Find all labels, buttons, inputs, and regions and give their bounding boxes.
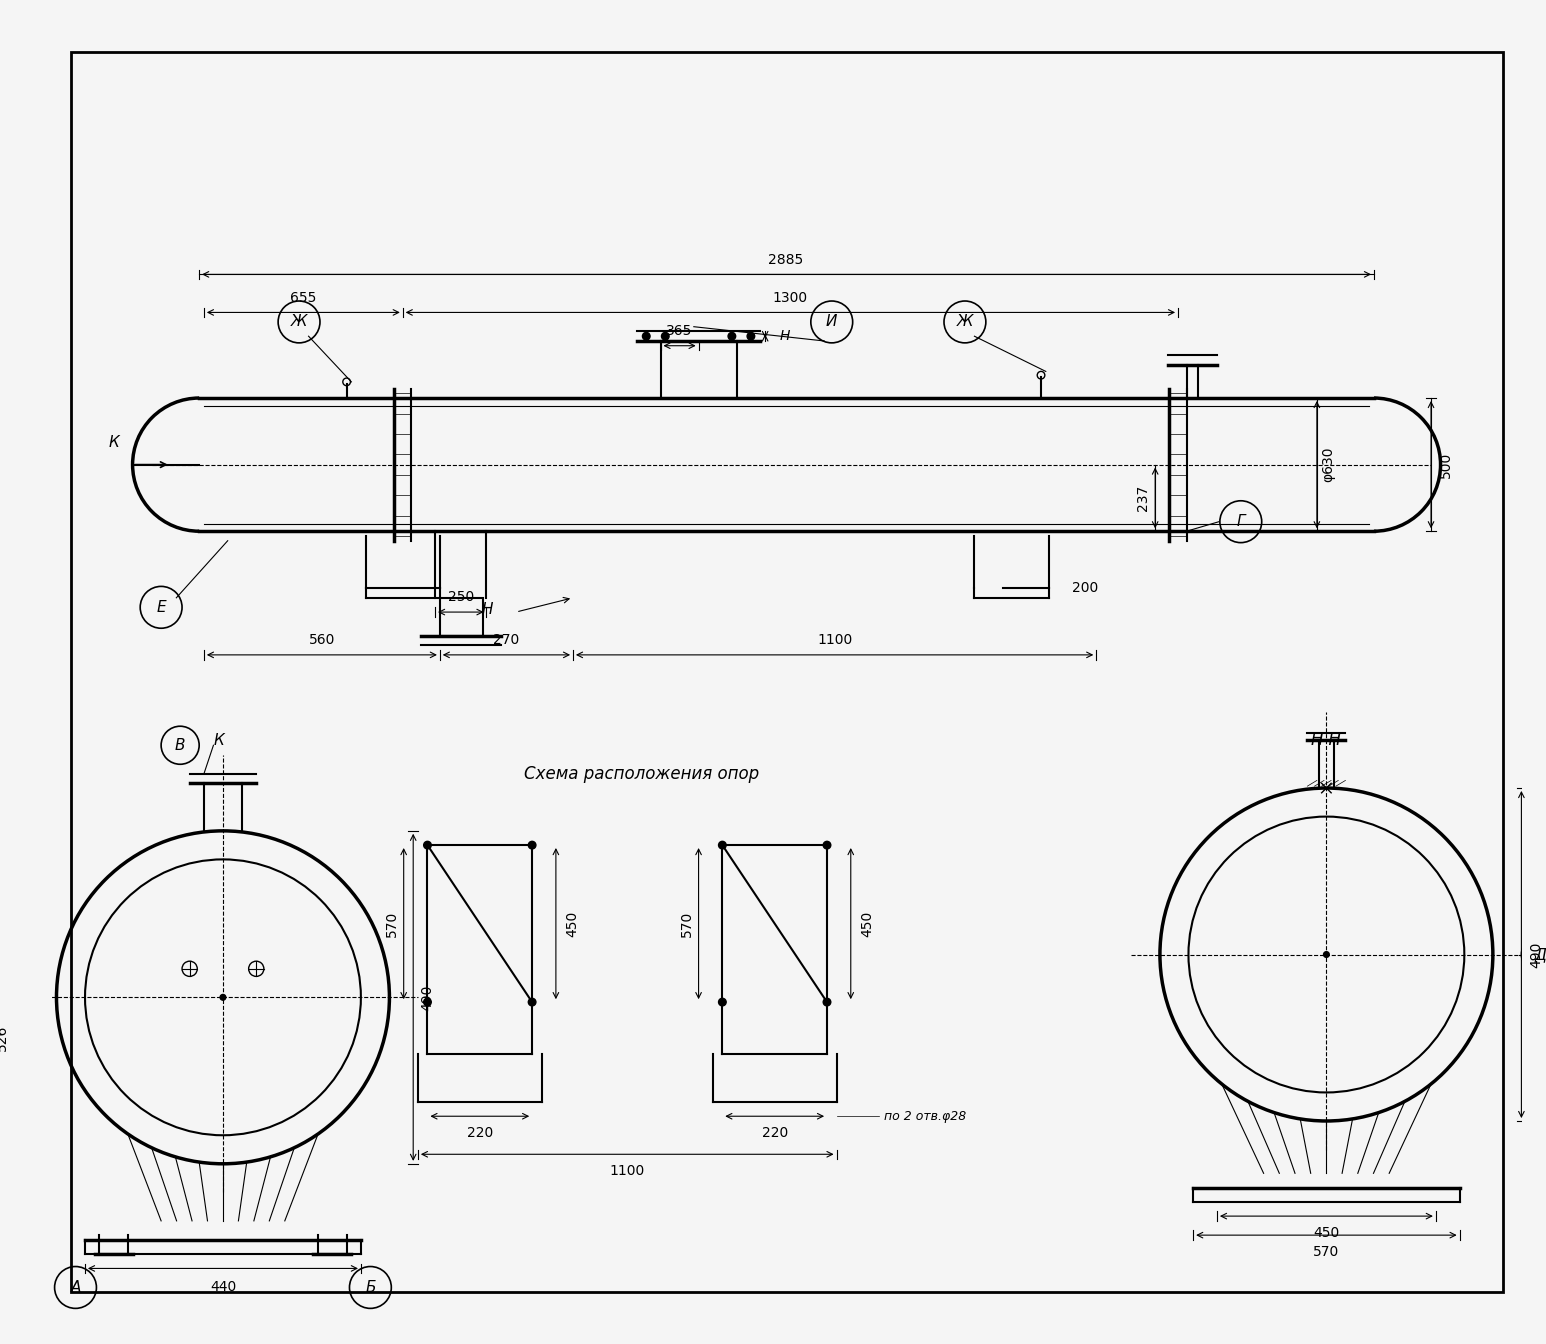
Text: 270: 270 bbox=[493, 633, 519, 648]
Text: Схема расположения опор: Схема расположения опор bbox=[524, 765, 759, 782]
Text: 526: 526 bbox=[0, 1025, 9, 1051]
Text: В: В bbox=[175, 738, 186, 753]
Circle shape bbox=[220, 995, 226, 1000]
Text: 220: 220 bbox=[467, 1126, 493, 1140]
Text: Н: Н bbox=[779, 329, 790, 343]
Text: 570: 570 bbox=[1313, 1245, 1339, 1258]
Text: Д: Д bbox=[1535, 948, 1546, 962]
Text: 365: 365 bbox=[666, 324, 693, 339]
Text: 570: 570 bbox=[680, 911, 694, 937]
Circle shape bbox=[822, 999, 830, 1005]
Text: 1100: 1100 bbox=[609, 1164, 645, 1177]
Circle shape bbox=[747, 332, 754, 340]
Text: по 2 отв.φ28: по 2 отв.φ28 bbox=[884, 1110, 966, 1122]
Text: 2885: 2885 bbox=[768, 253, 804, 266]
Text: И: И bbox=[826, 314, 838, 329]
Circle shape bbox=[424, 841, 431, 849]
Text: 237: 237 bbox=[1136, 485, 1150, 511]
Circle shape bbox=[662, 332, 669, 340]
Text: 500: 500 bbox=[1439, 452, 1453, 477]
Text: 200: 200 bbox=[1073, 582, 1099, 595]
Text: Н: Н bbox=[482, 602, 493, 617]
Text: А: А bbox=[70, 1279, 80, 1296]
Text: Ж: Ж bbox=[291, 314, 308, 329]
Text: 490: 490 bbox=[1529, 941, 1543, 968]
Circle shape bbox=[822, 841, 830, 849]
Text: 655: 655 bbox=[289, 290, 315, 305]
Text: 560: 560 bbox=[309, 633, 335, 648]
Bar bbox=[441, 598, 482, 636]
Text: 450: 450 bbox=[566, 911, 580, 937]
Text: 220: 220 bbox=[762, 1126, 788, 1140]
Text: Н-Н: Н-Н bbox=[1311, 731, 1342, 750]
Text: Е: Е bbox=[156, 599, 165, 614]
Text: 450: 450 bbox=[1313, 1226, 1339, 1239]
Circle shape bbox=[424, 999, 431, 1005]
Circle shape bbox=[1323, 952, 1330, 957]
Circle shape bbox=[643, 332, 649, 340]
Text: 1100: 1100 bbox=[816, 633, 852, 648]
Circle shape bbox=[728, 332, 736, 340]
Text: 450: 450 bbox=[860, 911, 875, 937]
Text: Ж: Ж bbox=[957, 314, 972, 329]
Circle shape bbox=[529, 999, 536, 1005]
Text: Б: Б bbox=[365, 1279, 376, 1296]
Circle shape bbox=[529, 841, 536, 849]
Circle shape bbox=[719, 999, 727, 1005]
Text: К: К bbox=[108, 435, 119, 450]
Text: φ630: φ630 bbox=[1322, 446, 1336, 482]
Text: 1300: 1300 bbox=[773, 290, 807, 305]
Text: 440: 440 bbox=[210, 1279, 237, 1294]
Circle shape bbox=[719, 841, 727, 849]
Text: 490: 490 bbox=[421, 984, 434, 1011]
Text: К: К bbox=[213, 732, 224, 749]
Text: 250: 250 bbox=[448, 590, 475, 605]
Text: 570: 570 bbox=[385, 911, 399, 937]
Text: Г: Г bbox=[1237, 515, 1245, 530]
